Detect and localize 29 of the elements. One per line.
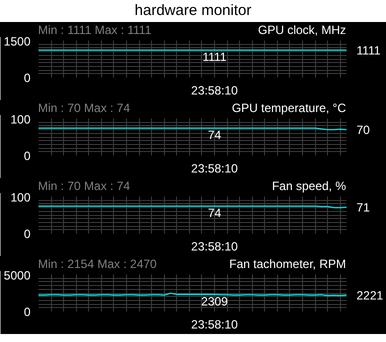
data-label: 74 [208,128,222,142]
data-label: 74 [208,206,222,220]
text: 23:58:10 [191,318,238,332]
y-tick-label: 0 [24,71,31,85]
y-tick-label: 5000 [4,268,31,282]
text: Min : 70 Max : 74 [38,101,130,115]
text: Min : 70 Max : 74 [38,179,130,193]
text: Min : 1111 Max : 1111 [38,23,152,37]
y-tick-label: 100 [10,190,31,204]
y-tick-label: 1500 [4,34,31,48]
chart-subtitle: GPU temperature, °C [232,101,346,115]
y-tick-label: 0 [24,305,31,319]
chart-subtitle: GPU clock, MHz [258,23,346,37]
text: Min : 2154 Max : 2470 [38,257,157,271]
chart-subtitle: Fan speed, % [272,179,346,193]
data-label: 2309 [201,294,228,308]
data-label: 71 [356,200,370,215]
data-label: 1111 [356,44,381,58]
data-label: 2221 [356,288,384,303]
data-label: 70 [356,123,370,138]
data-label: 1111 [202,50,227,64]
chart-title: hardware monitor [134,1,252,21]
text: 23:58:10 [191,84,238,98]
text: 23:58:10 [191,240,238,254]
y-tick-label: 0 [24,227,31,241]
y-tick-label: 100 [10,112,31,126]
y-tick-label: 0 [24,149,31,163]
text: 23:58:10 [191,162,238,176]
chart-subtitle: Fan tachometer, RPM [229,257,346,271]
